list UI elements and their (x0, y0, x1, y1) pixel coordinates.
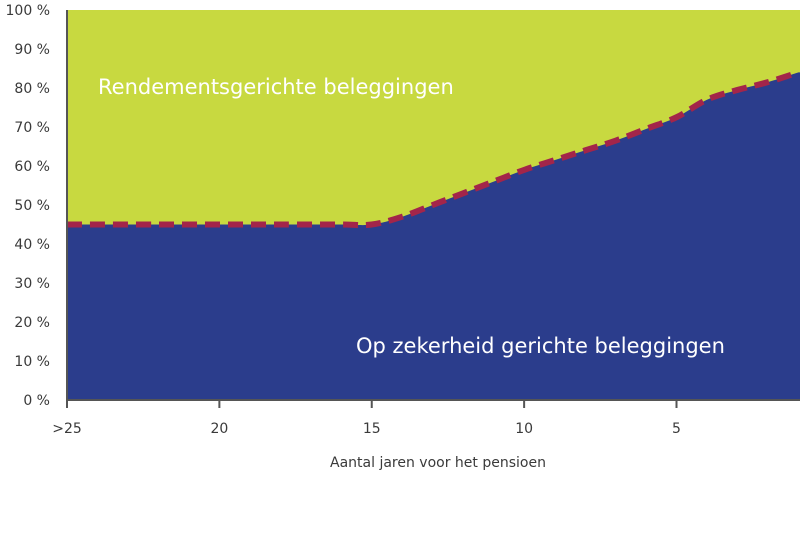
y-tick-label: 100 % (6, 3, 50, 19)
y-tick-label: 0 % (23, 393, 50, 409)
y-tick-label: 40 % (14, 237, 50, 253)
y-axis-ticks: 0 % 10 % 20 % 30 % 40 % 50 % 60 % 70 % 80 % 90 % 1… (6, 3, 50, 409)
y-tick-label: 90 % (14, 42, 50, 58)
allocation-boundary-line (67, 69, 800, 229)
y-tick-label: 60 % (14, 159, 50, 175)
safety-oriented-area (67, 72, 800, 401)
x-axis-ticks: >25 20 15 10 5 (52, 400, 681, 437)
x-tick-label: 5 (672, 421, 681, 437)
x-tick-label: 10 (515, 421, 533, 437)
x-tick-label: 15 (363, 421, 381, 437)
return-area-label: Rendementsgerichte beleggingen (98, 75, 454, 99)
y-tick-label: 30 % (14, 276, 50, 292)
y-tick-label: 10 % (14, 354, 50, 370)
safe-area-label: Op zekerheid gerichte beleggingen (356, 334, 725, 358)
y-tick-label: 80 % (14, 81, 50, 97)
x-tick-label: >25 (52, 421, 82, 437)
y-tick-label: 50 % (14, 198, 50, 214)
x-tick-label: 20 (210, 421, 228, 437)
plot-area (67, 10, 800, 401)
y-tick-label: 70 % (14, 120, 50, 136)
y-tick-label: 20 % (14, 315, 50, 331)
x-axis-title: Aantal jaren voor het pensioen (330, 455, 546, 471)
